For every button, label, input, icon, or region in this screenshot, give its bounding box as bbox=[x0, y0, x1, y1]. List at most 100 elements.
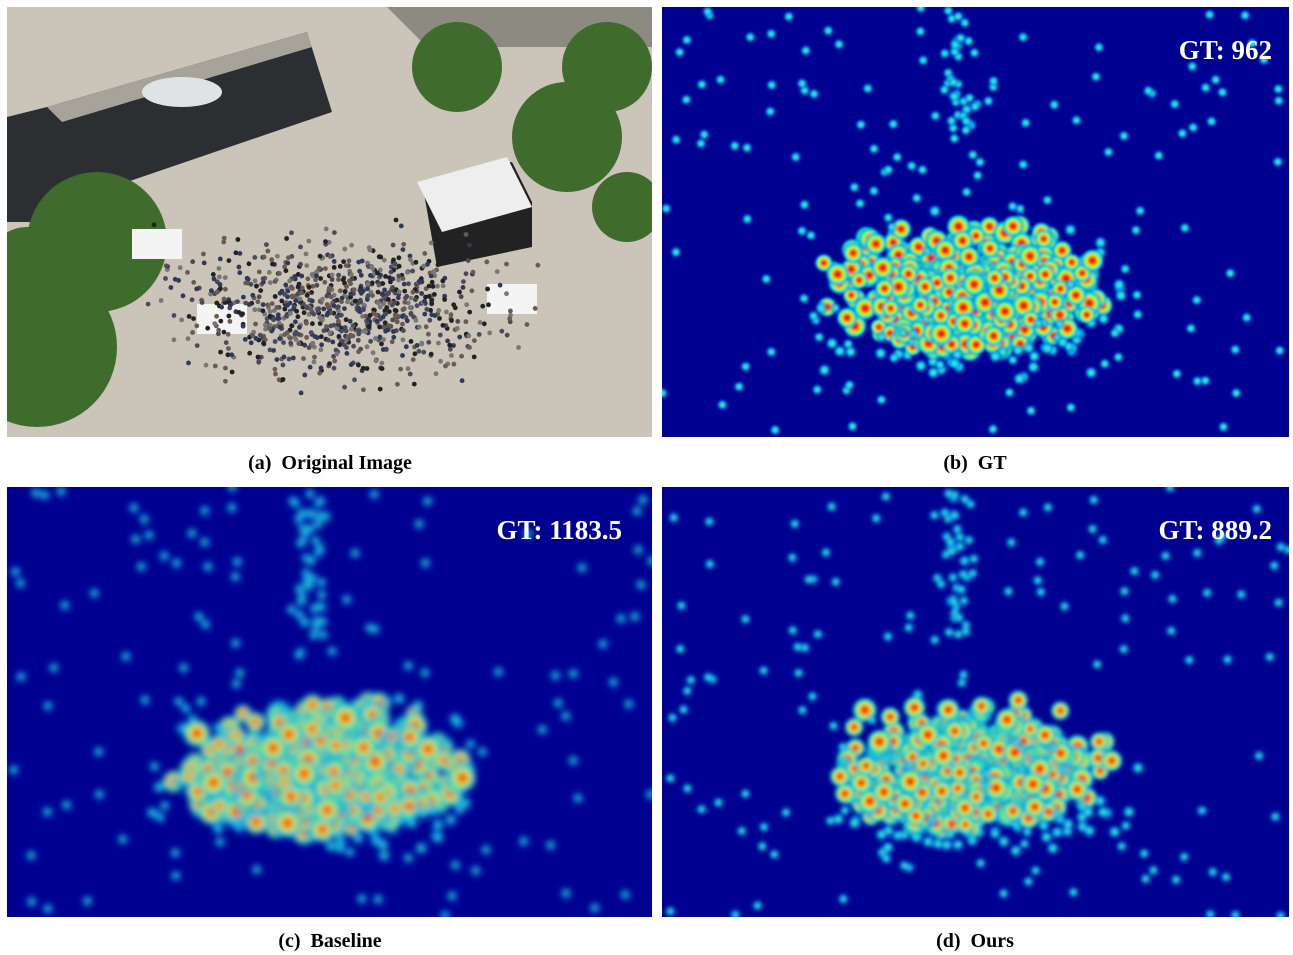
dot bbox=[756, 840, 769, 853]
person bbox=[209, 288, 214, 293]
person bbox=[331, 322, 337, 328]
person bbox=[463, 271, 469, 277]
person bbox=[218, 318, 224, 324]
person bbox=[252, 255, 258, 260]
dot bbox=[636, 493, 649, 506]
person bbox=[271, 348, 276, 353]
person bbox=[356, 349, 361, 355]
person bbox=[393, 217, 399, 223]
person bbox=[318, 365, 324, 371]
person bbox=[422, 298, 427, 304]
dot bbox=[198, 536, 211, 549]
person bbox=[369, 264, 374, 269]
dot bbox=[1170, 367, 1183, 380]
dot bbox=[1096, 534, 1109, 546]
person bbox=[463, 319, 469, 325]
person bbox=[396, 273, 402, 279]
person bbox=[323, 226, 329, 232]
person bbox=[351, 287, 357, 293]
person bbox=[323, 266, 328, 271]
person bbox=[334, 351, 340, 357]
dot bbox=[674, 643, 687, 655]
dot bbox=[681, 782, 694, 795]
person bbox=[499, 328, 505, 334]
dot bbox=[888, 351, 900, 364]
dot bbox=[953, 611, 966, 624]
person bbox=[370, 293, 375, 298]
dot bbox=[887, 118, 900, 131]
dot bbox=[1268, 559, 1281, 572]
caption: (b) GT bbox=[943, 452, 1007, 474]
person bbox=[382, 287, 387, 293]
dot bbox=[1093, 41, 1105, 54]
person bbox=[212, 321, 218, 326]
person bbox=[256, 307, 262, 313]
dot bbox=[7, 763, 20, 776]
person bbox=[424, 306, 430, 312]
person bbox=[321, 306, 327, 312]
dot bbox=[116, 833, 129, 846]
person bbox=[225, 331, 231, 337]
person bbox=[428, 351, 434, 357]
person bbox=[380, 347, 386, 352]
dot bbox=[344, 846, 356, 859]
dot bbox=[195, 695, 208, 708]
dot bbox=[1229, 909, 1242, 917]
dot bbox=[902, 621, 915, 634]
person bbox=[466, 333, 472, 339]
dot bbox=[916, 163, 929, 176]
dot bbox=[946, 545, 958, 558]
person bbox=[237, 251, 243, 256]
person bbox=[460, 285, 466, 290]
dot bbox=[148, 760, 161, 773]
dot bbox=[788, 517, 801, 530]
blob bbox=[836, 306, 859, 329]
person bbox=[318, 347, 324, 353]
dot bbox=[439, 909, 451, 917]
dot bbox=[1147, 864, 1160, 877]
person bbox=[399, 313, 405, 319]
dot bbox=[1186, 60, 1199, 73]
person bbox=[374, 318, 380, 324]
blob bbox=[832, 344, 847, 359]
person bbox=[336, 277, 341, 282]
blob bbox=[1050, 825, 1065, 840]
person bbox=[276, 316, 282, 321]
person bbox=[345, 334, 350, 340]
dot bbox=[1253, 749, 1266, 762]
baseline-density-map: GT: 1183.5 bbox=[7, 487, 652, 917]
person bbox=[339, 295, 345, 301]
blob bbox=[330, 703, 361, 733]
person bbox=[486, 302, 491, 308]
person bbox=[376, 300, 381, 306]
person bbox=[299, 273, 305, 279]
dot bbox=[129, 533, 142, 546]
blob bbox=[970, 695, 992, 717]
dot bbox=[199, 618, 212, 631]
person bbox=[190, 330, 196, 335]
blob bbox=[1012, 371, 1027, 386]
dot bbox=[229, 570, 242, 583]
person bbox=[390, 317, 396, 323]
dot bbox=[680, 93, 693, 106]
dot bbox=[170, 557, 183, 570]
dot bbox=[905, 159, 918, 172]
person bbox=[408, 295, 414, 301]
dot bbox=[1235, 588, 1248, 601]
person bbox=[256, 269, 262, 275]
person bbox=[221, 329, 227, 335]
person bbox=[337, 288, 343, 294]
person bbox=[396, 263, 402, 269]
person bbox=[356, 331, 362, 337]
person bbox=[214, 289, 220, 295]
person bbox=[400, 353, 405, 358]
person bbox=[214, 313, 220, 319]
blob bbox=[1026, 360, 1041, 374]
blob bbox=[1035, 264, 1056, 285]
person bbox=[302, 372, 308, 378]
dot bbox=[664, 905, 677, 917]
count-label: GT: 889.2 bbox=[1159, 515, 1273, 545]
person bbox=[254, 283, 259, 289]
blob bbox=[930, 780, 954, 803]
